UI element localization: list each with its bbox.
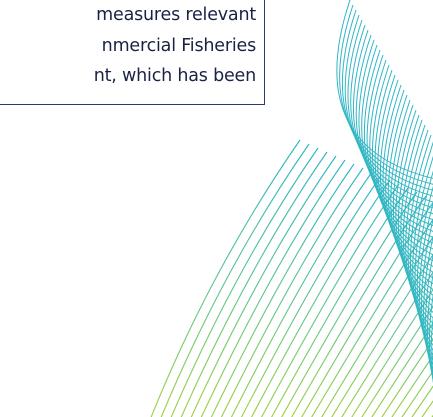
wave-line — [405, 129, 433, 330]
wave-line — [374, 69, 433, 262]
wave-line — [427, 272, 433, 379]
wave-line — [355, 34, 433, 221]
wave-line — [418, 201, 433, 362]
wave-line-group-a — [150, 139, 433, 417]
wave-line-group-b — [336, 0, 433, 383]
wave-line — [250, 179, 391, 417]
text-line-1: measures relevant — [96, 5, 256, 25]
wave-line — [395, 109, 433, 308]
wave-line — [407, 134, 433, 336]
wave-line — [301, 201, 433, 417]
wave-line — [200, 159, 346, 417]
wave-line — [160, 143, 310, 417]
wave-line — [371, 322, 433, 417]
wave-line — [412, 155, 433, 346]
wave-line — [369, 59, 433, 250]
wave-line — [382, 84, 433, 279]
wave-line — [387, 94, 433, 290]
wave-line — [321, 235, 433, 417]
wave-line — [392, 104, 433, 302]
wave-line — [180, 151, 328, 417]
wave-line — [391, 354, 433, 417]
wave-line — [361, 44, 433, 232]
wave-line — [190, 155, 337, 417]
text-callout-box: measures relevant nmercial Fisheries nt,… — [0, 0, 265, 105]
wave-line — [240, 175, 382, 417]
wave-line — [363, 49, 433, 238]
wave-line — [351, 288, 433, 417]
wave-line — [230, 171, 373, 417]
wave-line — [347, 19, 433, 203]
wave-line — [220, 167, 364, 417]
wave-line — [311, 218, 433, 417]
wave-line — [361, 305, 433, 417]
wave-line — [291, 195, 427, 417]
wave-line — [341, 271, 433, 417]
wave-line — [400, 119, 433, 319]
wave-line — [379, 79, 433, 273]
wave-line — [428, 292, 433, 382]
text-line-3: nt, which has been — [93, 66, 256, 86]
text-line-2: nmercial Fisheries — [101, 36, 257, 56]
wave-line — [170, 147, 319, 417]
wave-line — [358, 39, 433, 226]
wave-line — [381, 338, 433, 417]
wave-line — [210, 163, 355, 417]
wave-line — [150, 139, 301, 417]
